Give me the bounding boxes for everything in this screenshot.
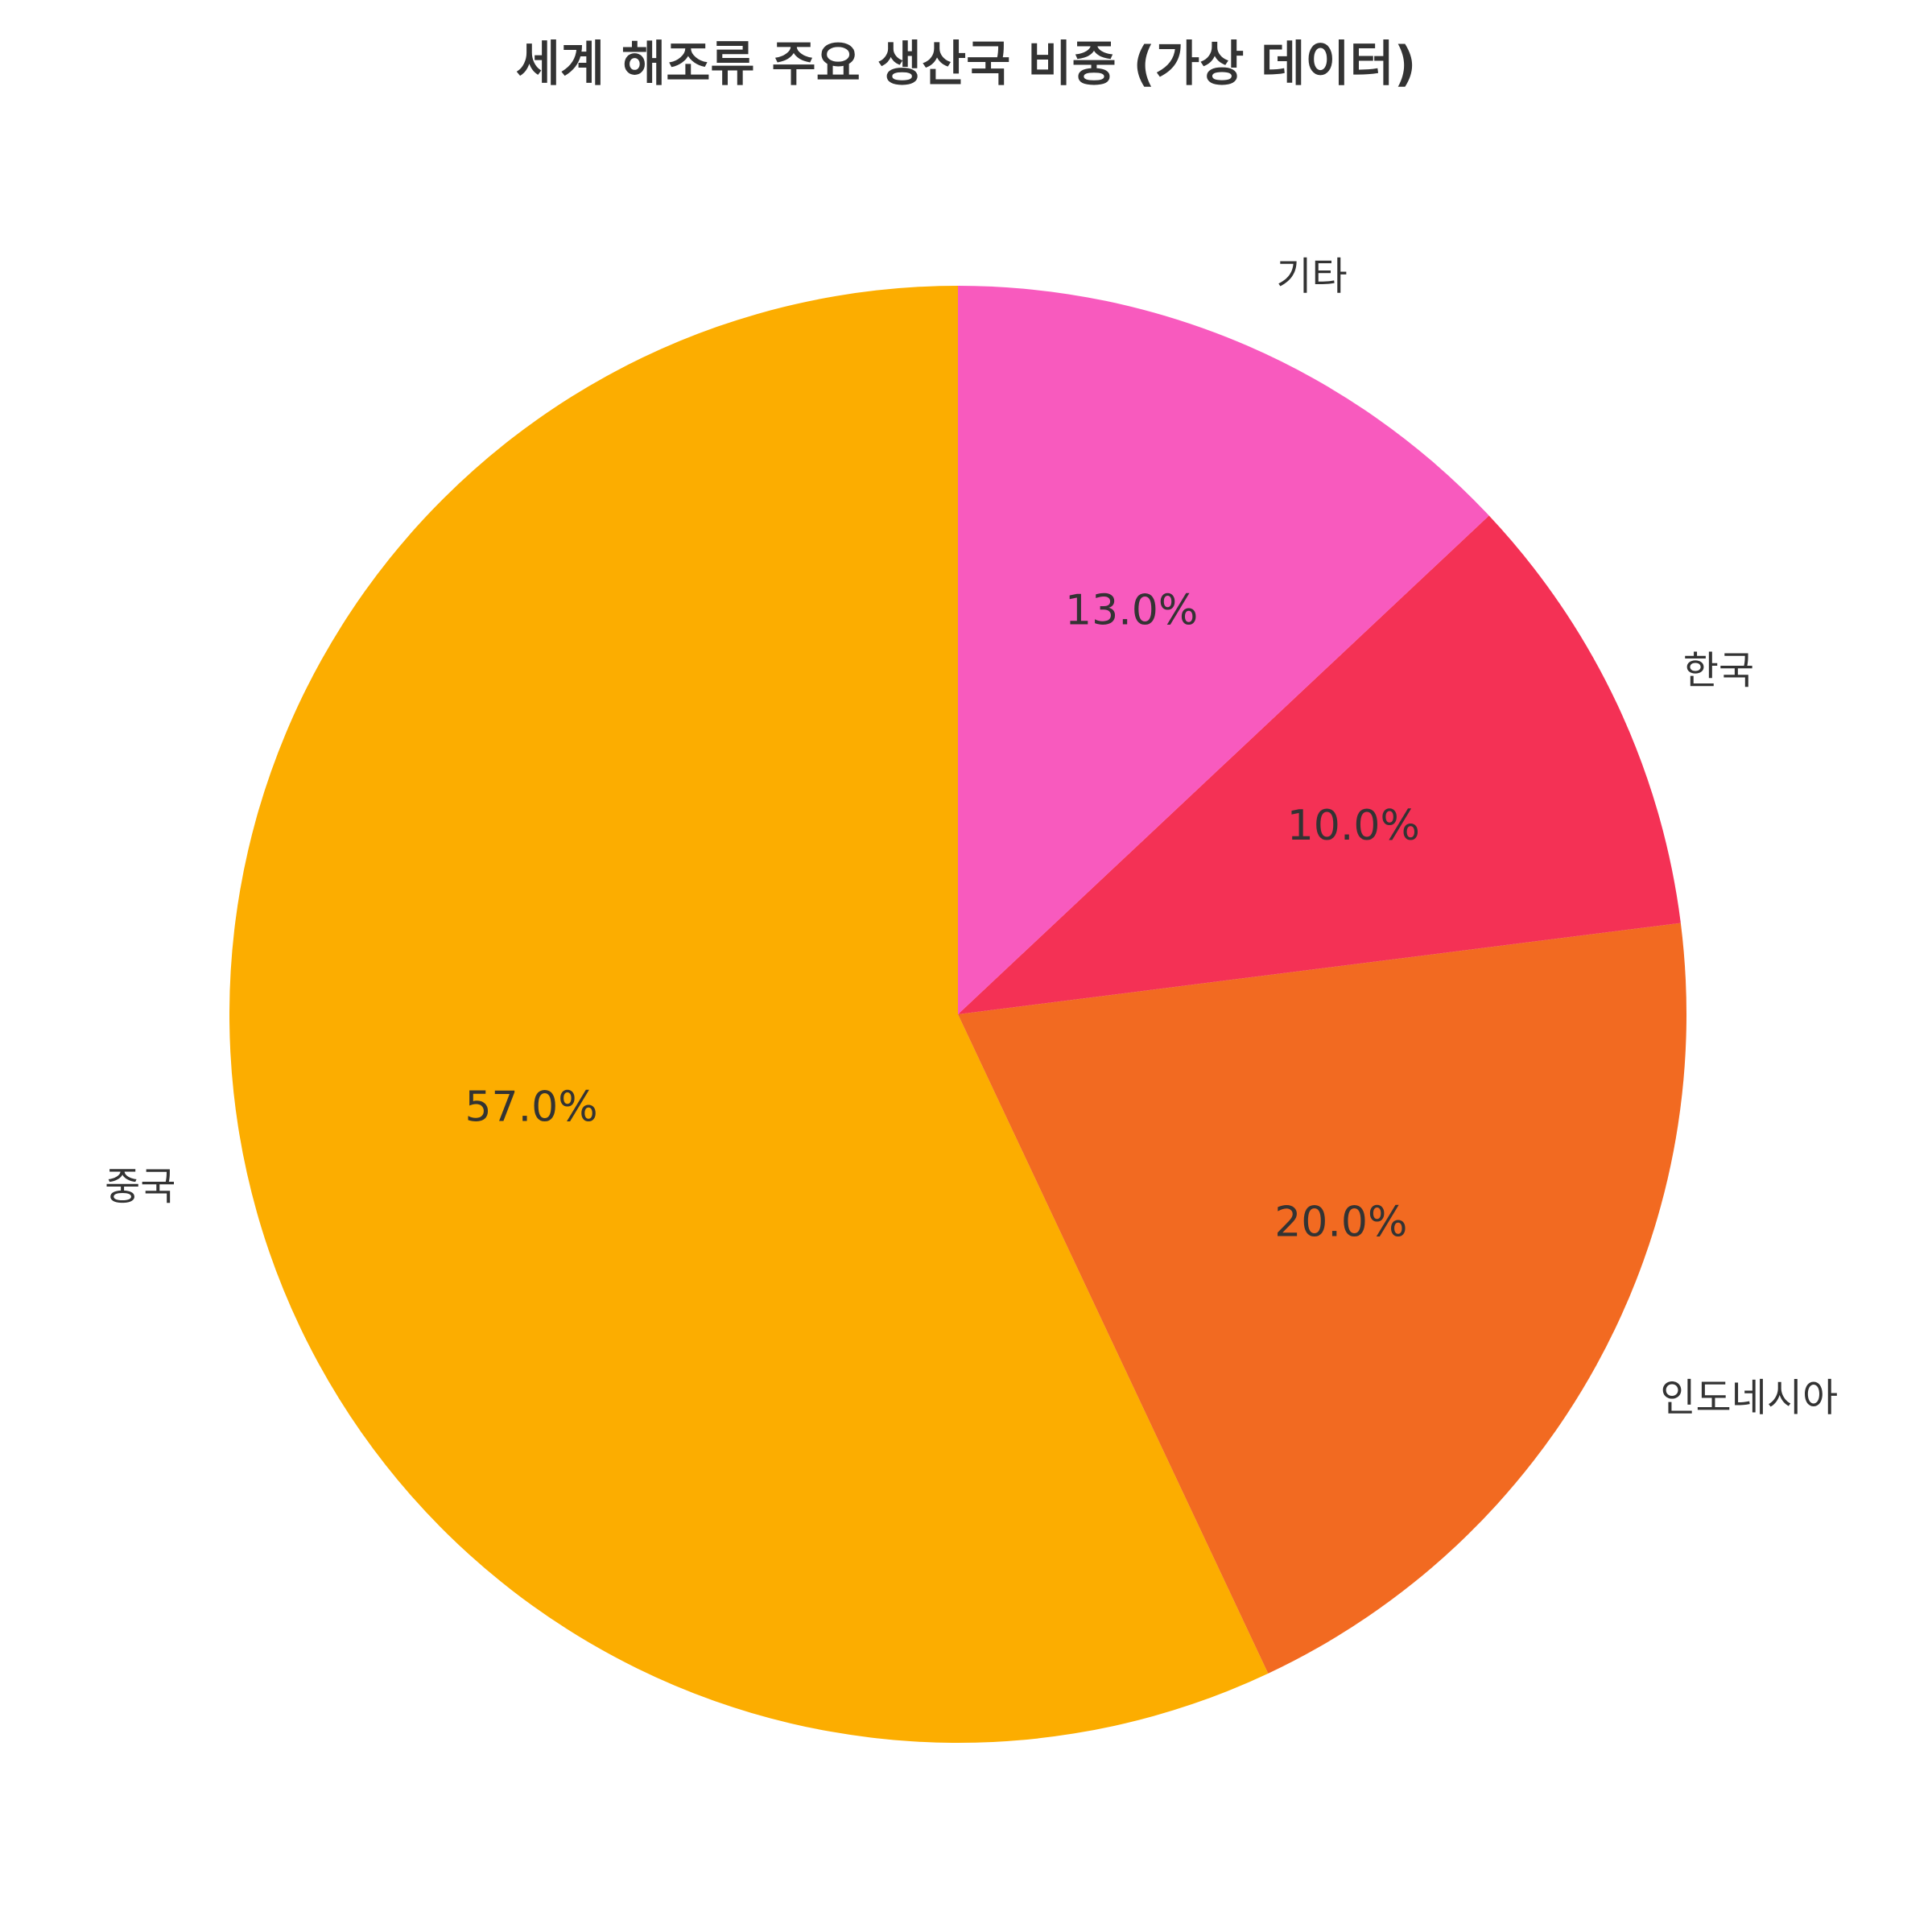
pie-slices (229, 286, 1686, 1743)
pie-slice-2 (958, 515, 1681, 1014)
slice-pct-label-0: 57.0% (464, 1083, 597, 1131)
slice-pct-label-2: 10.0% (1287, 802, 1420, 850)
slice-label-1: 인도네시아 (1660, 1376, 1838, 1421)
pie-slice-3 (958, 286, 1489, 1014)
slice-label-3: 기타 (1276, 254, 1347, 299)
slice-label-2: 한국 (1683, 648, 1754, 693)
slice-label-0: 중국 (105, 1164, 175, 1209)
pie-slice-1 (958, 923, 1686, 1674)
slice-pct-label-1: 20.0% (1274, 1199, 1407, 1247)
pie-slice-0 (229, 286, 1269, 1743)
slice-pct-label-3: 13.0% (1065, 587, 1198, 635)
chart-title: 세계 해조류 주요 생산국 비중 (가상 데이터) (516, 36, 1417, 93)
pie-labels: 중국 57.0% 인도네시아 20.0% 한국 10.0% 기타 13.0% (105, 254, 1838, 1420)
